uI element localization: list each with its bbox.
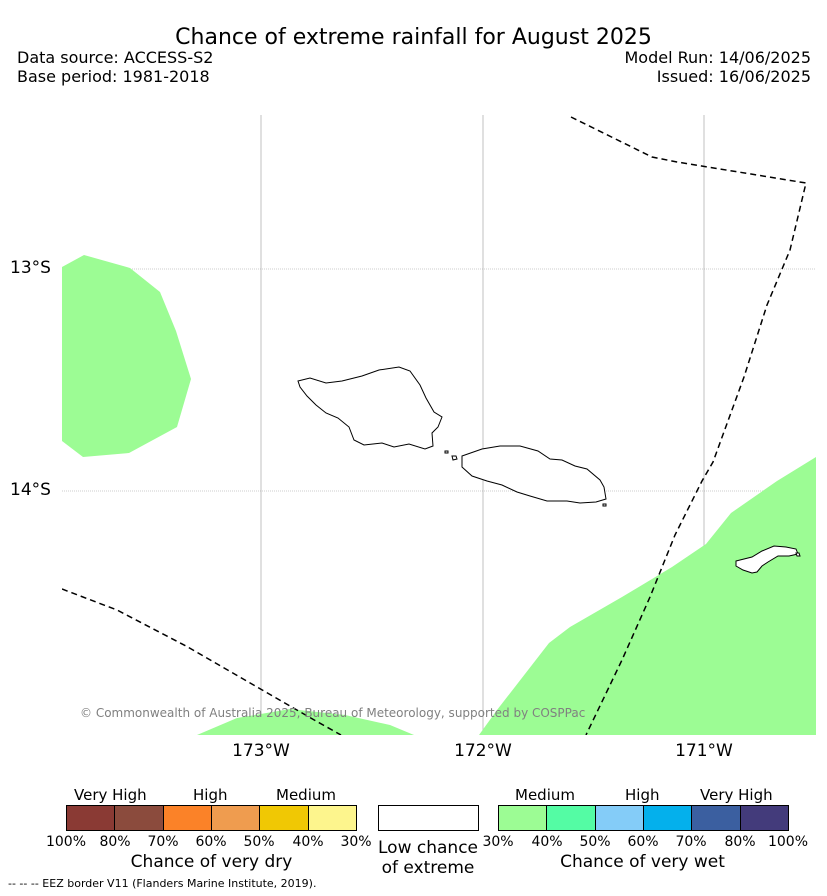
wet-tick-1: 40% (531, 834, 563, 850)
wet-swatch-5 (740, 806, 788, 830)
wet-swatch-0 (499, 806, 548, 830)
dry-tick-2: 70% (147, 834, 179, 850)
wet-colorbar (498, 805, 789, 831)
wet-legend-title: Chance of very wet (560, 852, 725, 872)
lon-label-173w: 173°W (232, 741, 290, 761)
dry-swatch-5 (308, 806, 356, 830)
islands (297, 366, 801, 574)
dry-tick-4: 50% (243, 834, 275, 850)
copyright-notice: © Commonwealth of Australia 2025, Bureau… (80, 706, 586, 720)
wet-swatch-1 (547, 806, 596, 830)
island-upolu (461, 445, 607, 504)
data-source: Data source: ACCESS-S2 (17, 48, 214, 67)
wet-region-southeast (479, 457, 816, 735)
dry-heading-high: High (193, 786, 228, 804)
model-run: Model Run: 14/06/2025 (624, 48, 812, 67)
wet-swatch-3 (643, 806, 693, 830)
dry-swatch-1 (115, 806, 164, 830)
low-chance-swatch (378, 805, 479, 831)
island-savaii (297, 366, 443, 450)
dry-swatch-2 (163, 806, 212, 830)
meta-right: Model Run: 14/06/2025 Issued: 16/06/2025 (625, 48, 812, 86)
wet-tick-5: 80% (724, 834, 756, 850)
wet-swatch-2 (595, 806, 644, 830)
dry-swatch-3 (211, 806, 261, 830)
dry-colorbar (66, 805, 357, 831)
wet-regions (62, 255, 816, 735)
wet-heading-very-high: Very High (700, 786, 773, 804)
dry-heading-very-high: Very High (74, 786, 147, 804)
dry-tick-1: 80% (99, 834, 131, 850)
island-fanuatapu (602, 503, 607, 507)
wet-tick-0: 30% (482, 834, 514, 850)
dry-swatch-0 (67, 806, 116, 830)
issued-date: Issued: 16/06/2025 (656, 67, 811, 86)
page-title: Chance of extreme rainfall for August 20… (175, 25, 652, 50)
eez-footnote: -- -- -- EEZ border V11 (Flanders Marine… (8, 877, 317, 890)
dry-tick-3: 60% (195, 834, 227, 850)
wet-region-south (197, 709, 414, 735)
dry-legend-title: Chance of very dry (130, 852, 293, 872)
island-aunuu (795, 552, 801, 557)
island-manono (451, 455, 458, 461)
meta-left: Data source: ACCESS-S2 Base period: 1981… (17, 48, 213, 86)
low-chance-label: Low chance of extreme (370, 838, 486, 878)
dry-heading-medium: Medium (276, 786, 336, 804)
wet-region-west (62, 255, 191, 457)
island-apolima (444, 450, 449, 454)
wet-tick-3: 60% (627, 834, 659, 850)
wet-tick-4: 70% (675, 834, 707, 850)
lon-label-171w: 171°W (675, 741, 733, 761)
wet-swatch-4 (692, 806, 741, 830)
eez-border-east (570, 116, 807, 735)
low-chance-line1: Low chance (378, 838, 478, 858)
base-period: Base period: 1981-2018 (17, 67, 210, 86)
lon-label-172w: 172°W (454, 741, 512, 761)
dry-swatch-4 (260, 806, 309, 830)
wet-tick-2: 50% (579, 834, 611, 850)
eez-border-west (62, 588, 342, 735)
island-tutuila (735, 545, 799, 574)
dry-tick-5: 40% (292, 834, 324, 850)
dry-tick-6: 30% (340, 834, 372, 850)
lat-label-14s: 14°S (10, 480, 51, 500)
lat-label-13s: 13°S (10, 258, 51, 278)
eez-border (62, 116, 807, 735)
wet-heading-high: High (625, 786, 660, 804)
map-canvas (62, 115, 816, 735)
low-chance-line2: of extreme (381, 858, 475, 878)
dry-tick-0: 100% (45, 834, 87, 850)
wet-heading-medium: Medium (515, 786, 575, 804)
wet-tick-6: 100% (767, 834, 809, 850)
